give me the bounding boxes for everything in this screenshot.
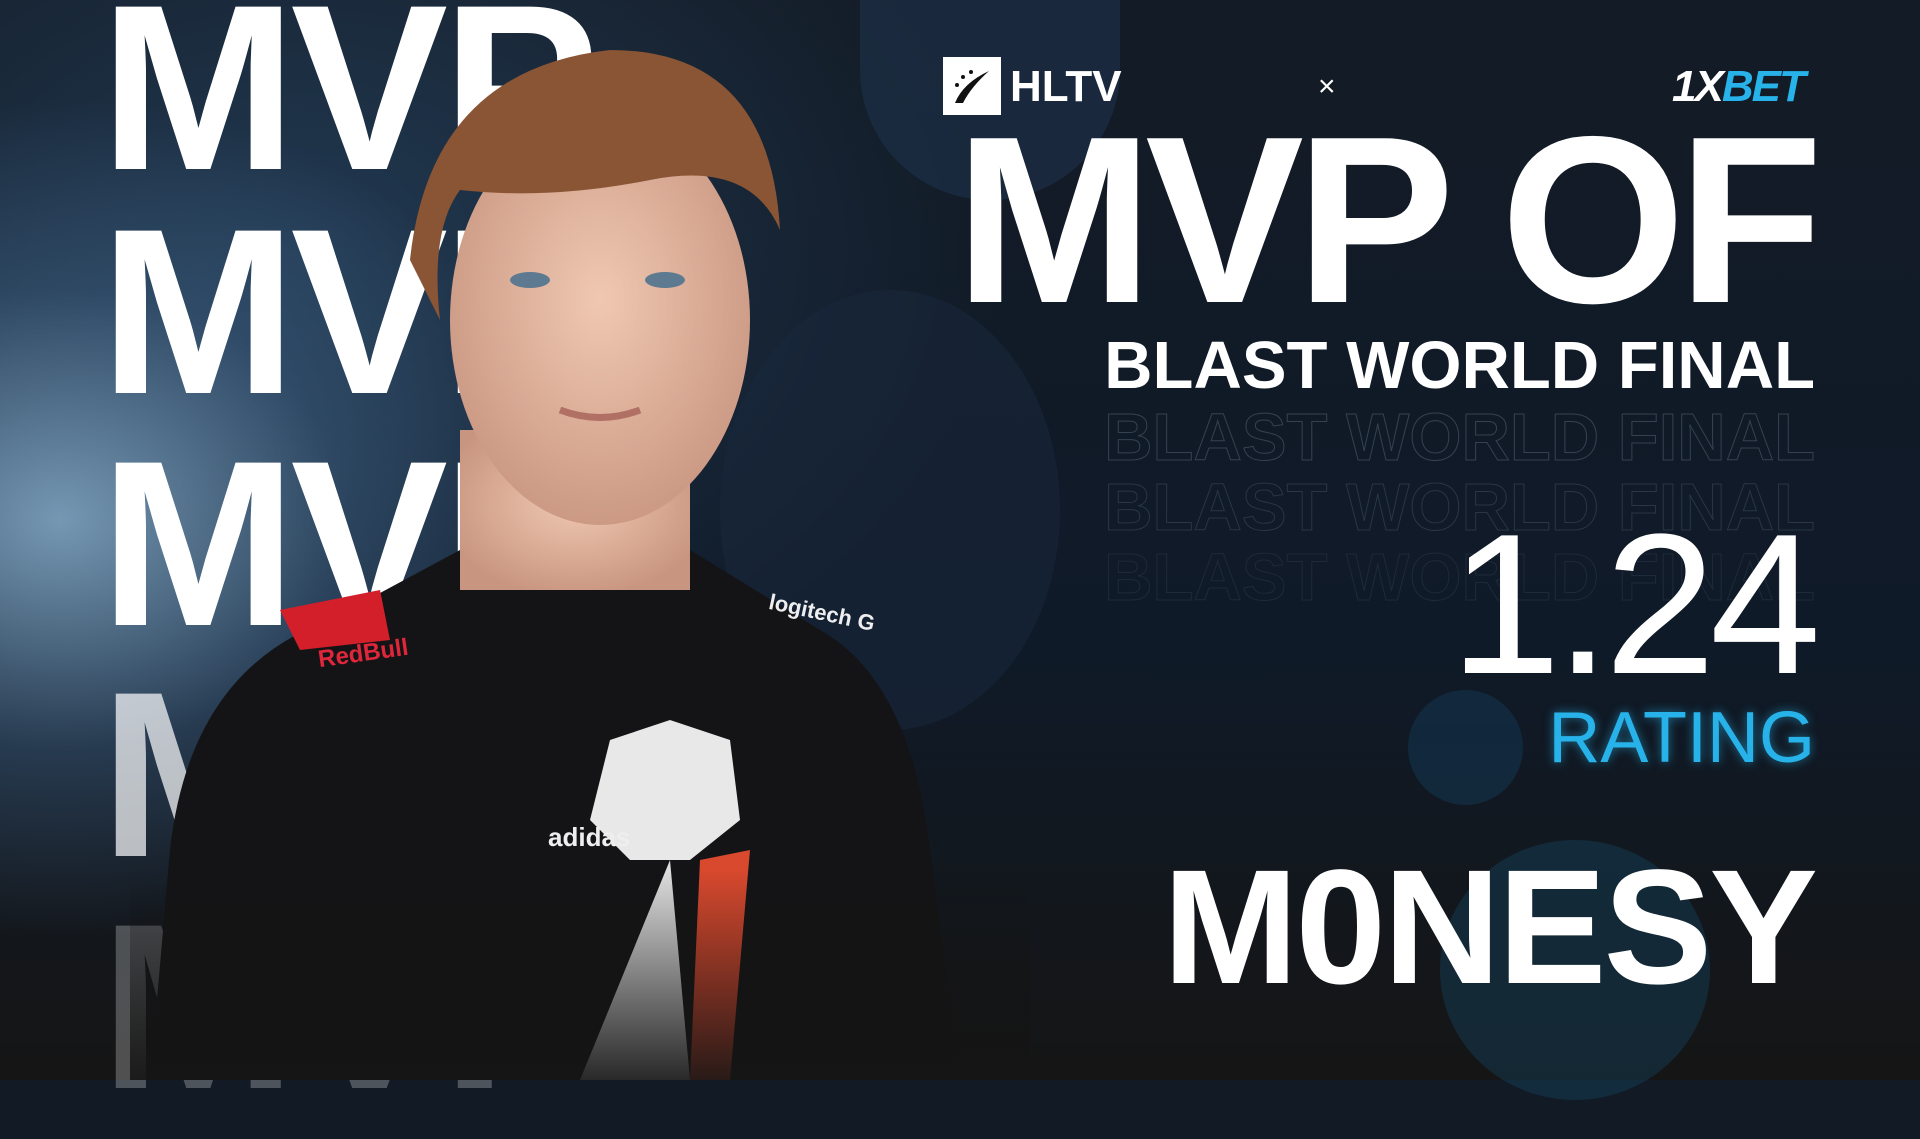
event-name-echo: BLAST WORLD FINAL [1104,400,1816,475]
title: MVP OF [954,88,1823,353]
event-name: BLAST WORLD FINAL [1104,328,1815,403]
rating-label: RATING [1548,698,1815,778]
collab-separator: × [1318,70,1336,103]
player-photo [130,30,1030,1080]
jersey-brand-adidas: adidas [548,822,631,852]
decor-circle [1440,840,1710,1100]
event-name-echo: BLAST WORLD FINAL [1104,470,1816,545]
decor-circle [1408,690,1523,805]
hltv-logo-icon [943,57,1001,115]
event-name-echo: BLAST WORLD FINAL [1104,540,1816,615]
rating-value: 1.24 [1449,493,1821,716]
sponsor-logo-prefix: 1X [1672,62,1724,111]
sponsor-logo: 1XBET [1672,62,1806,112]
sponsor-logo-suffix: BET [1721,62,1806,111]
player-name: M0NESY [1162,835,1818,1018]
hltv-logo-text: HLTV [1010,62,1122,111]
